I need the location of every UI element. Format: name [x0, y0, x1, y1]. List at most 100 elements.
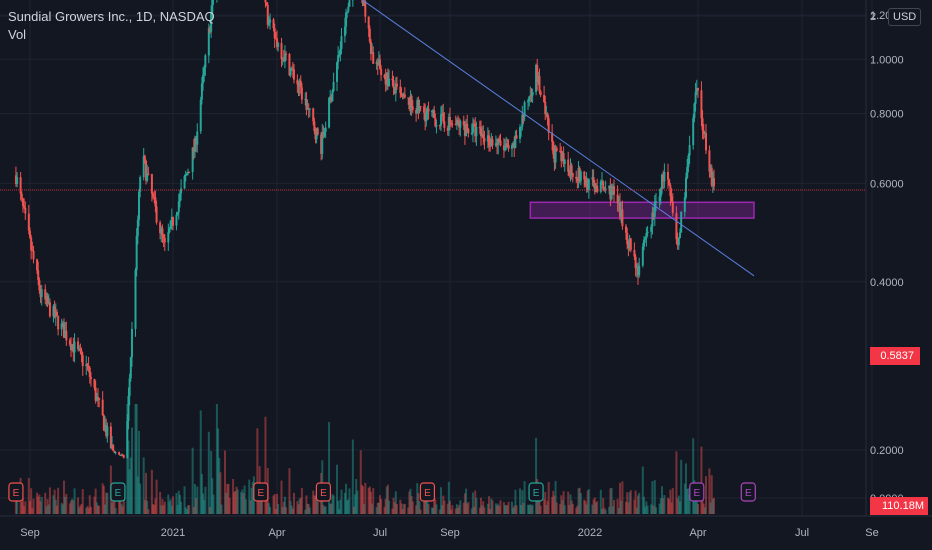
- candle-body: [678, 238, 680, 245]
- volume-bar: [491, 500, 493, 514]
- candle-body: [508, 145, 510, 149]
- volume-bar: [82, 489, 84, 514]
- candle-body: [49, 302, 51, 316]
- candle-body: [596, 186, 598, 192]
- symbol-title[interactable]: Sundial Growers Inc., 1D, NASDAQ: [8, 8, 215, 26]
- candle-body: [134, 270, 136, 329]
- candle-body: [167, 232, 169, 242]
- time-tick-label: Se: [865, 527, 878, 539]
- candle-body: [605, 188, 607, 189]
- candle-body: [435, 125, 437, 126]
- volume-bar: [333, 495, 335, 514]
- candle-body: [588, 180, 590, 191]
- candle-body: [672, 201, 674, 213]
- volume-bar: [467, 502, 469, 514]
- candle-body: [180, 188, 182, 193]
- earnings-label[interactable]: E: [13, 488, 20, 499]
- candle-body: [388, 79, 390, 86]
- price-axis[interactable]: 21.80001.60001.40001.20001.00000.80000.6…: [870, 0, 904, 505]
- volume-bar: [697, 504, 699, 514]
- volume-bar: [192, 448, 194, 514]
- candle-body: [364, 1, 366, 16]
- candle-body: [196, 131, 198, 144]
- candle-body: [539, 76, 541, 91]
- volume-bar: [309, 507, 311, 514]
- candle-body: [663, 172, 665, 182]
- volume-bar: [588, 489, 590, 514]
- price-tick-label: 0.2000: [870, 445, 904, 457]
- candle-body: [269, 19, 271, 22]
- volume-bar: [325, 506, 327, 514]
- volume-bar: [188, 505, 190, 514]
- volume-bar: [180, 502, 182, 514]
- earnings-label[interactable]: E: [257, 488, 264, 499]
- candle-body: [621, 210, 623, 227]
- volume-bar: [508, 502, 510, 514]
- earnings-label[interactable]: E: [533, 488, 540, 499]
- time-tick-label: Apr: [268, 527, 285, 539]
- last-volume-tag: 110.18M: [870, 497, 928, 515]
- earnings-label[interactable]: E: [693, 488, 700, 499]
- volume-bar: [572, 504, 574, 514]
- currency-button[interactable]: USD: [888, 8, 921, 26]
- volume-bar: [131, 427, 133, 514]
- candle-body: [580, 172, 582, 182]
- candle-body: [467, 129, 469, 133]
- candle-body: [41, 289, 43, 297]
- trendline-line[interactable]: [254, 0, 754, 276]
- volume-bar: [98, 506, 100, 514]
- candle-body: [175, 215, 177, 226]
- candle-body: [277, 43, 279, 47]
- support-zone[interactable]: [530, 202, 754, 218]
- earnings-label[interactable]: E: [320, 488, 327, 499]
- volume-bar: [459, 500, 461, 514]
- candle-body: [164, 238, 166, 242]
- earnings-label[interactable]: E: [115, 488, 122, 499]
- time-axis[interactable]: Sep 2021 Apr Jul Sep 2022 Apr Jul Se: [20, 527, 879, 539]
- time-tick-label: 2022: [578, 527, 602, 539]
- volume-bar: [221, 505, 223, 514]
- volume-bar: [156, 480, 158, 514]
- candle-body: [451, 124, 453, 125]
- volume-bar: [65, 494, 67, 514]
- candle-body: [172, 217, 174, 226]
- candle-body: [685, 178, 687, 198]
- candle-body: [98, 398, 100, 400]
- volume-label[interactable]: Vol: [8, 26, 215, 44]
- candle-body: [21, 194, 23, 199]
- support-zone-rect[interactable]: [530, 202, 754, 218]
- volume-bar: [388, 501, 390, 514]
- candle-body: [57, 316, 59, 330]
- earnings-label[interactable]: E: [745, 488, 752, 499]
- candle-body: [412, 106, 414, 110]
- volume-bar: [475, 498, 477, 514]
- price-tick-label: 0.8000: [870, 109, 904, 121]
- volume-bar: [605, 510, 607, 514]
- volume-bar: [57, 488, 59, 514]
- candles: [15, 0, 715, 459]
- candle-body: [428, 109, 430, 112]
- candle-body: [475, 127, 477, 136]
- candle-body: [692, 118, 694, 145]
- candle-body: [112, 445, 114, 451]
- candle-body: [317, 128, 319, 134]
- volume-bar: [269, 507, 271, 514]
- volume-bar: [212, 495, 214, 514]
- candle-body: [564, 160, 566, 164]
- candle-body: [697, 88, 699, 90]
- volume-bar: [380, 499, 382, 514]
- earnings-label[interactable]: E: [424, 488, 431, 499]
- candle-body: [647, 232, 649, 233]
- volume-bar: [532, 505, 534, 514]
- candle-body: [380, 69, 382, 75]
- price-tick-label: 0.6000: [870, 178, 904, 190]
- candle-body: [630, 239, 632, 250]
- candle-body: [301, 87, 303, 99]
- volume-bar: [516, 505, 518, 514]
- candle-body: [264, 0, 266, 2]
- trendline[interactable]: [254, 0, 754, 276]
- price-tick-label: 1.0000: [870, 54, 904, 66]
- volume-bar: [680, 460, 682, 514]
